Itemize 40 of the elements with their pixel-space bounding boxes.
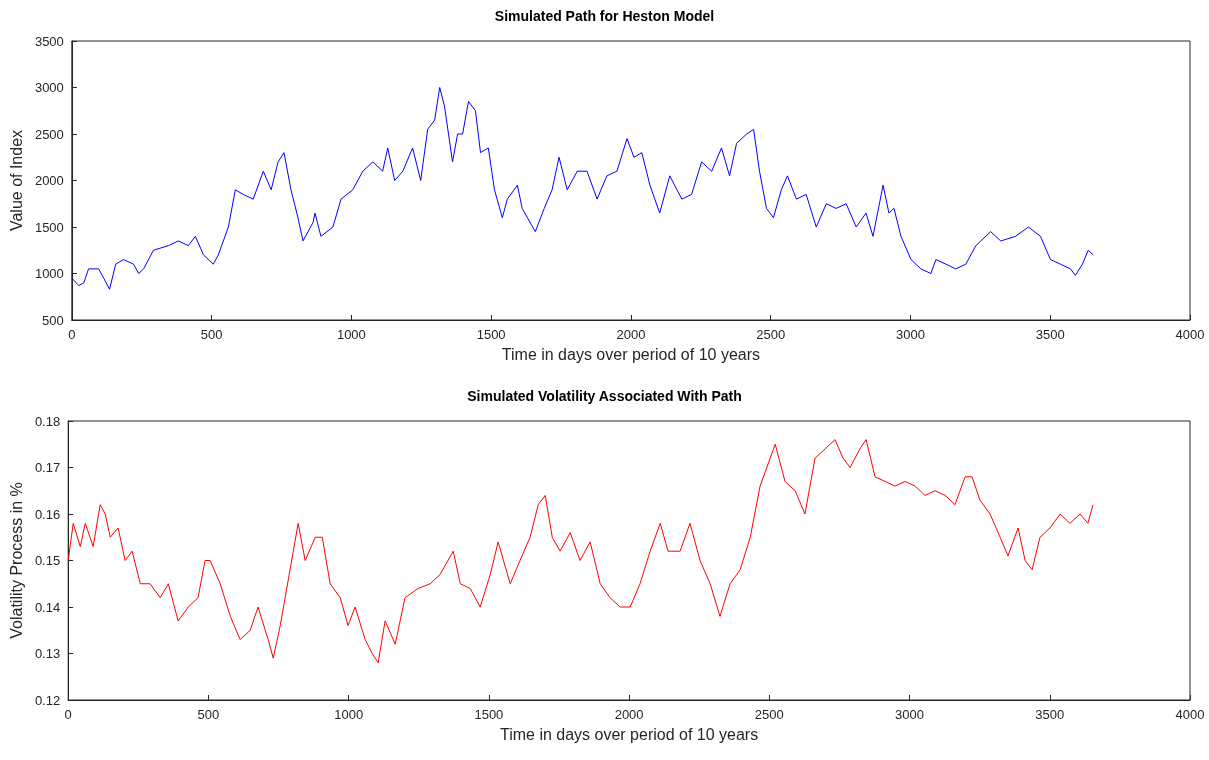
x-tick-label: 500: [200, 327, 223, 342]
x-axis-title: Time in days over period of 10 years: [501, 345, 761, 363]
chart-title: Simulated Path for Heston Model: [494, 8, 715, 24]
y-tick-label: 500: [42, 312, 64, 328]
y-tick-label: 0.12: [34, 692, 61, 708]
x-tick-label: 1000: [334, 707, 364, 722]
x-tick-label: 3500: [1035, 707, 1065, 722]
y-tick-label: 0.15: [34, 553, 61, 568]
y-tick-label: 0.16: [34, 506, 61, 522]
y-tick-label: 2000: [34, 173, 64, 188]
y-tick-label: 0.18: [34, 413, 61, 429]
x-tick-label: 1500: [476, 327, 506, 342]
y-tick-label: 0.14: [34, 599, 61, 615]
y-tick-label: 3500: [34, 33, 64, 49]
x-tick-label: 0: [64, 707, 72, 722]
line-series: [67, 439, 1094, 664]
y-tick-label: 0.13: [34, 646, 61, 661]
x-tick-label: 3500: [1035, 327, 1065, 342]
x-tick-label: 4000: [1175, 707, 1205, 722]
x-tick-label: 4000: [1175, 327, 1205, 342]
x-tick-label: 2500: [756, 327, 786, 342]
y-tick-label: 3000: [34, 80, 64, 95]
chart-title: Simulated Volatility Associated With Path: [467, 388, 742, 404]
y-axis-title: Value of Index: [7, 129, 25, 232]
x-tick-label: 1500: [474, 707, 504, 722]
y-tick-label: 1500: [34, 219, 64, 235]
y-tick-label: 1000: [34, 266, 64, 281]
y-tick-label: 0.17: [34, 460, 61, 475]
x-tick-label: 2000: [614, 707, 644, 722]
x-axis-title: Time in days over period of 10 years: [500, 725, 759, 743]
y-tick-label: 2500: [34, 126, 64, 142]
x-tick-label: 1000: [336, 327, 366, 342]
line-series: [71, 87, 1094, 290]
x-tick-label: 2500: [754, 707, 784, 722]
y-axis-title: Volatility Process in %: [7, 482, 25, 639]
x-tick-label: 3000: [895, 707, 925, 722]
x-tick-label: 500: [197, 707, 220, 722]
x-tick-label: 3000: [895, 327, 925, 342]
x-tick-label: 2000: [616, 327, 646, 342]
x-tick-label: 0: [68, 327, 76, 342]
